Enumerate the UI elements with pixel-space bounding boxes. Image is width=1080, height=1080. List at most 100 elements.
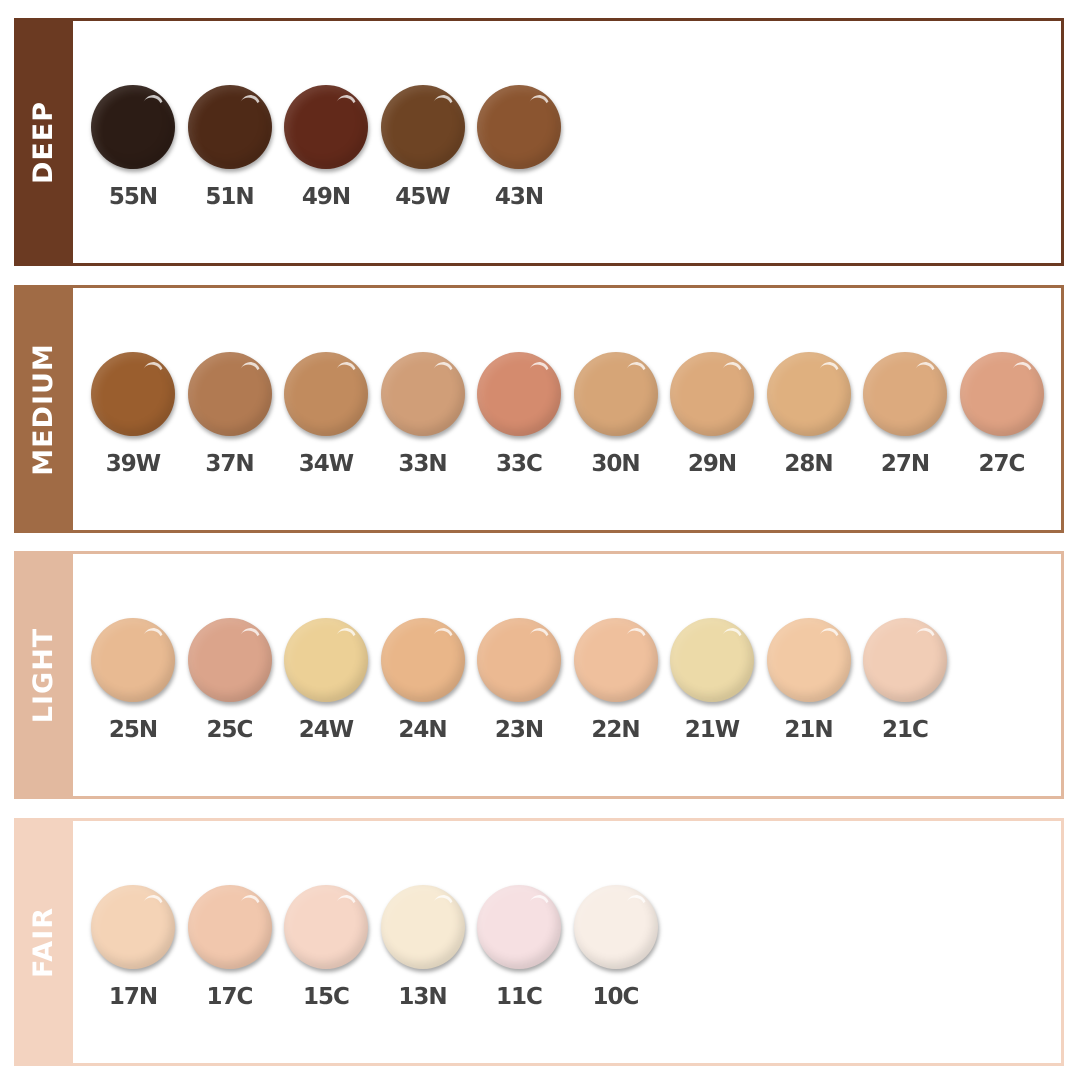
shade-color-circle <box>380 352 465 436</box>
shade-code: 27C <box>978 451 1026 477</box>
shade-swatch[interactable]: 51N <box>187 85 273 210</box>
shade-swatch[interactable]: 17N <box>90 885 176 1010</box>
shade-color-circle <box>959 352 1044 436</box>
shade-swatch[interactable]: 15C <box>283 885 369 1010</box>
shade-swatch[interactable]: 34W <box>283 352 369 477</box>
shade-code: 10C <box>592 984 640 1010</box>
highlight-icon <box>526 892 552 919</box>
shade-code: 21N <box>784 717 833 743</box>
shade-color-circle <box>91 85 175 169</box>
shade-swatch[interactable]: 17C <box>187 885 273 1010</box>
highlight-icon <box>1008 359 1035 386</box>
shade-color-circle <box>284 885 368 969</box>
shade-swatch[interactable]: 39W <box>90 352 176 477</box>
shade-code: 21W <box>684 717 740 743</box>
shade-color-circle <box>187 618 272 702</box>
highlight-icon <box>236 892 263 919</box>
shade-swatch[interactable]: 33C <box>476 352 562 477</box>
shade-group-light: LIGHT 25N 25C 24W 24N 23N 22N 21W 21N 21C <box>14 551 1064 799</box>
shade-color-circle <box>91 885 175 969</box>
shade-swatch[interactable]: 21W <box>669 618 755 743</box>
shade-color-circle <box>380 885 465 969</box>
shade-swatch[interactable]: 24W <box>283 618 369 743</box>
shade-swatch[interactable]: 29N <box>669 352 755 477</box>
shade-code: 22N <box>591 717 640 743</box>
shade-code: 21C <box>882 717 929 743</box>
highlight-icon <box>333 625 359 652</box>
shade-swatch[interactable]: 27N <box>862 352 948 477</box>
group-label-tab: LIGHT <box>14 551 73 799</box>
shade-color-circle <box>477 885 561 969</box>
shade-code: 17C <box>206 984 254 1010</box>
highlight-icon <box>333 92 359 119</box>
shade-swatch[interactable]: 33N <box>380 352 466 477</box>
shade-swatch[interactable]: 25N <box>90 618 176 743</box>
shade-color-circle <box>477 618 561 702</box>
highlight-icon <box>912 625 938 652</box>
group-label: LIGHT <box>28 627 59 723</box>
shade-swatch[interactable]: 27C <box>959 352 1045 477</box>
shade-color-circle <box>380 618 465 702</box>
group-label: FAIR <box>28 906 60 978</box>
shade-swatch[interactable]: 55N <box>90 85 176 210</box>
shade-swatch[interactable]: 13N <box>380 885 466 1010</box>
shade-code: 13N <box>398 984 447 1010</box>
highlight-icon <box>140 359 166 386</box>
highlight-icon <box>140 625 166 652</box>
shade-color-circle <box>91 352 175 436</box>
shade-code: 30N <box>591 451 640 477</box>
shade-code: 55N <box>108 184 158 210</box>
shade-color-circle <box>91 618 175 702</box>
shade-swatch[interactable]: 30N <box>573 352 659 477</box>
shade-code: 29N <box>687 451 737 477</box>
shade-color-circle <box>380 85 465 169</box>
group-label-tab: MEDIUM <box>14 285 73 533</box>
shade-code: 34W <box>298 451 354 477</box>
shade-swatch[interactable]: 45W <box>380 85 466 210</box>
shade-color-circle <box>766 352 851 436</box>
highlight-icon <box>429 92 456 119</box>
shade-swatch[interactable]: 22N <box>573 618 659 743</box>
shade-swatch[interactable]: 21C <box>862 618 948 743</box>
shade-code: 28N <box>784 451 833 477</box>
shade-swatch[interactable]: 28N <box>766 352 852 477</box>
highlight-icon <box>622 359 649 386</box>
highlight-icon <box>140 92 166 119</box>
highlight-icon <box>236 92 263 119</box>
shade-code: 45W <box>395 184 450 210</box>
shade-swatch[interactable]: 24N <box>380 618 466 743</box>
shade-color-circle <box>863 352 947 436</box>
shade-code: 33C <box>496 451 543 477</box>
highlight-icon <box>429 892 456 919</box>
shade-color-circle <box>187 885 272 969</box>
shade-code: 27N <box>880 451 930 477</box>
shade-group-deep: DEEP 55N 51N 49N 45W 43N <box>14 18 1064 266</box>
shade-code: 43N <box>494 184 544 210</box>
shade-swatch[interactable]: 43N <box>476 85 562 210</box>
shade-code: 39W <box>105 451 161 477</box>
shade-color-circle <box>573 885 658 969</box>
shade-code: 11C <box>496 984 543 1010</box>
shade-code: 25C <box>206 717 254 743</box>
highlight-icon <box>912 359 938 386</box>
shade-swatch[interactable]: 11C <box>476 885 562 1010</box>
highlight-icon <box>815 359 842 386</box>
highlight-icon <box>526 625 552 652</box>
shade-color-circle <box>284 85 368 169</box>
shade-swatch[interactable]: 37N <box>187 352 273 477</box>
shade-swatch[interactable]: 23N <box>476 618 562 743</box>
shade-code: 25N <box>108 717 158 743</box>
shade-code: 17N <box>108 984 158 1010</box>
shade-swatch[interactable]: 25C <box>187 618 273 743</box>
group-label-tab: FAIR <box>14 818 73 1066</box>
shade-color-circle <box>187 352 272 436</box>
shade-color-circle <box>670 352 754 436</box>
shade-color-circle <box>670 618 754 702</box>
highlight-icon <box>526 92 552 119</box>
shade-swatch[interactable]: 21N <box>766 618 852 743</box>
highlight-icon <box>236 625 263 652</box>
shade-color-circle <box>477 352 561 436</box>
shade-swatch[interactable]: 49N <box>283 85 369 210</box>
shade-swatch[interactable]: 10C <box>573 885 659 1010</box>
shade-color-circle <box>573 352 658 436</box>
